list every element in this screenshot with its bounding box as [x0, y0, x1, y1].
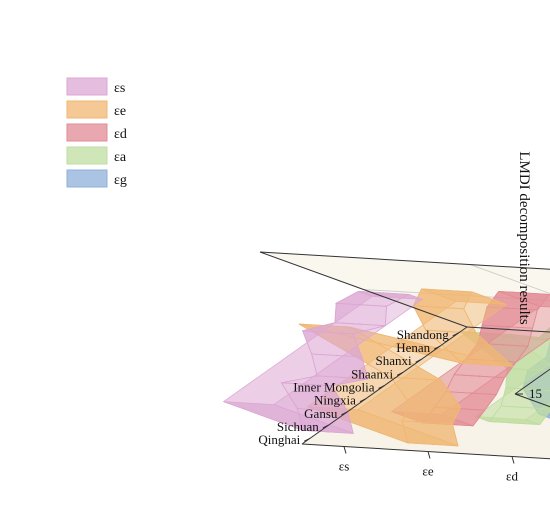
province-tick-label: Shanxi: [376, 353, 413, 368]
factor-tick-mark: [511, 456, 515, 464]
legend-swatch: [66, 146, 108, 165]
data-point: [426, 421, 429, 424]
province-tick-label: Shandong: [397, 327, 450, 342]
data-point: [478, 375, 481, 378]
ribbon-end-cap: [475, 416, 540, 425]
province-tick-mark: [322, 424, 330, 429]
data-point: [341, 376, 344, 379]
province-tick-label: Sichuan: [277, 419, 319, 434]
data-point: [450, 330, 452, 333]
data-point: [437, 306, 440, 309]
factor-tick-mark: [427, 451, 431, 459]
data-point: [336, 354, 338, 357]
province-tick-mark: [378, 385, 385, 389]
factor-tick-label: εd: [506, 469, 518, 484]
data-point: [305, 383, 308, 386]
data-point: [486, 364, 489, 366]
ribbon-series: [222, 288, 550, 447]
data-point: [327, 431, 329, 433]
grid-line-back-vertical: [469, 264, 550, 295]
legend-swatch: [66, 169, 108, 188]
province-tick-label: Inner Mongolia: [293, 380, 374, 395]
legend-swatch: [66, 123, 108, 142]
province-tick-mark: [452, 332, 459, 337]
data-point: [321, 409, 324, 411]
province-tick-mark: [304, 437, 311, 442]
ribbon-top-strip: [401, 403, 462, 425]
data-point: [327, 331, 329, 334]
ribbon-end-cap: [421, 288, 507, 305]
legend-label: εd: [114, 127, 127, 142]
ribbon-0: [222, 290, 424, 435]
province-tick-mark: [359, 398, 367, 403]
legend-label: εe: [114, 104, 126, 119]
province-tick-label: Qinghai: [258, 432, 300, 447]
factor-tick-label: εs: [339, 459, 350, 474]
legend-swatch: [66, 77, 108, 96]
data-point: [531, 369, 534, 371]
z-tick-label: 15: [529, 386, 542, 401]
legend-label: εs: [114, 81, 125, 96]
ribbon-top-strip: [445, 374, 506, 396]
ribbon-end-cap: [223, 401, 354, 434]
data-point: [523, 292, 525, 294]
legend-swatch: [66, 100, 108, 119]
data-point: [530, 388, 532, 391]
data-point: [506, 325, 509, 328]
legend-label: εa: [114, 150, 127, 165]
factor-tick-label: εe: [422, 464, 433, 479]
frame-edge: [259, 251, 550, 270]
province-tick-label: Gansu: [304, 406, 338, 421]
frame-edge: [466, 326, 550, 333]
province-tick-mark: [341, 411, 348, 416]
ribbon-front-face: [222, 290, 373, 432]
frame-edge: [514, 368, 550, 395]
frame-edge: [259, 251, 468, 328]
factor-tick-mark: [343, 446, 347, 454]
province-tick-mark: [433, 345, 441, 350]
province-tick-label: Henan: [396, 340, 430, 355]
data-point: [415, 377, 417, 380]
legend-label: εg: [114, 173, 127, 188]
data-point: [360, 304, 363, 306]
province-tick-mark: [396, 371, 404, 376]
z-axis-ticks: -15-10-5051015: [515, 386, 550, 407]
data-point: [434, 404, 437, 407]
data-point: [501, 344, 504, 346]
data-point: [470, 392, 472, 394]
data-point: [359, 323, 361, 326]
data-point: [513, 422, 516, 424]
province-tick-label: Ningxia: [314, 393, 356, 408]
z-axis-title: LMDI decomposition results: [516, 151, 532, 324]
ribbon-front-face: [458, 326, 550, 423]
data-point: [432, 443, 434, 446]
data-point: [511, 307, 513, 310]
province-tick-label: Shaanxi: [351, 366, 393, 381]
data-point: [382, 292, 385, 294]
data-point: [446, 289, 448, 292]
province-tick-mark: [415, 358, 422, 363]
legend: εs εe εd εa εg: [66, 77, 127, 188]
data-point: [525, 406, 527, 409]
ribbon-end-cap: [498, 291, 550, 308]
